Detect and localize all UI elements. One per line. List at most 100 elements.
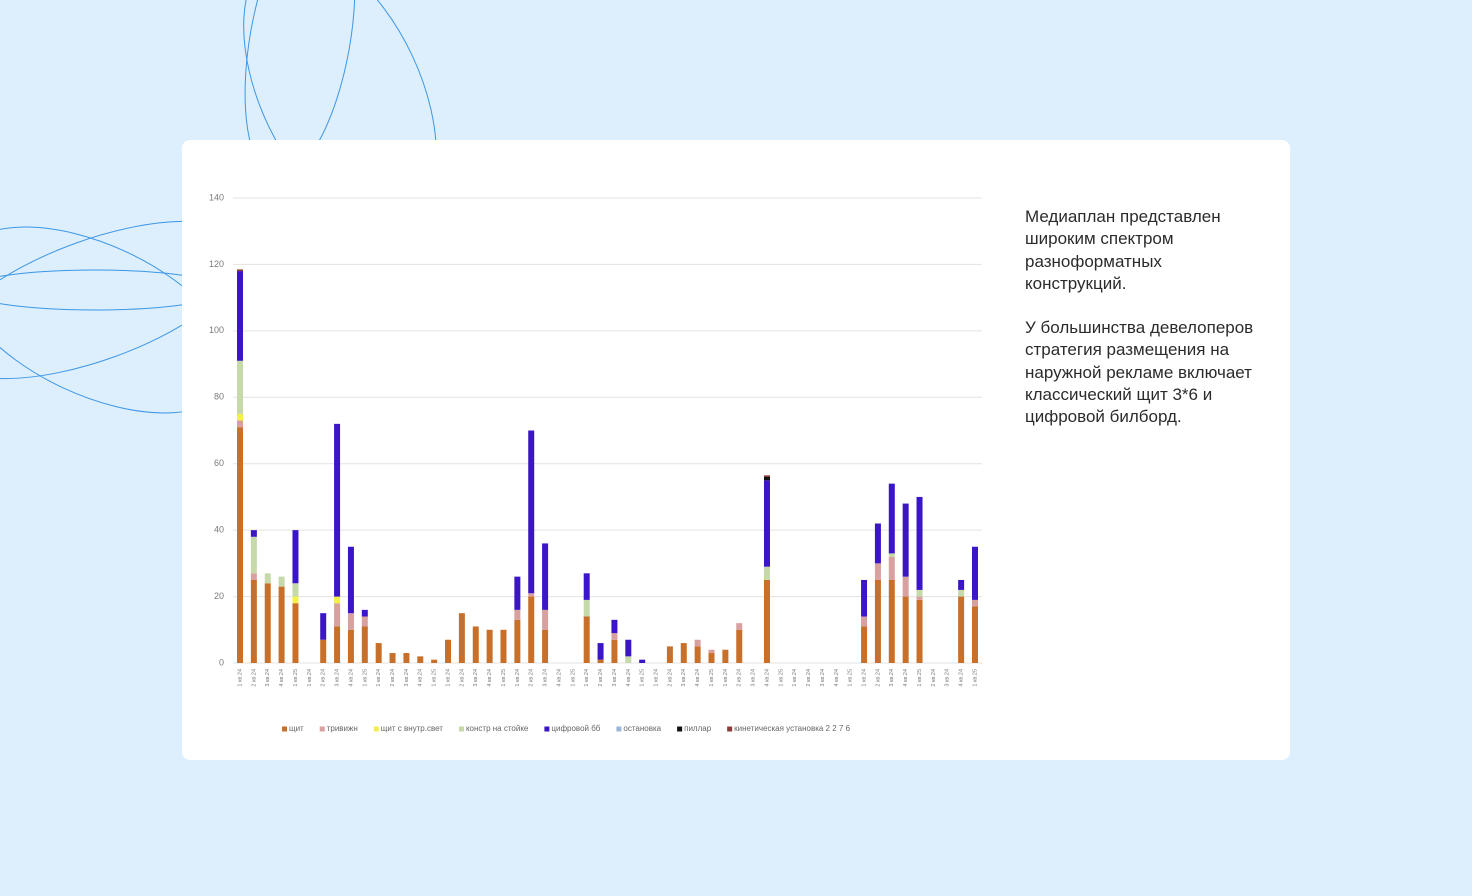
bar-segment: [445, 639, 452, 663]
bar-segment: [472, 626, 479, 663]
x-tick-label: 1 кв.25: [972, 669, 978, 687]
legend-label: пиллар: [684, 724, 712, 733]
x-tick-label: 4 кв.24: [626, 669, 632, 687]
y-tick-label: 60: [214, 458, 224, 468]
bar-segment: [708, 649, 715, 654]
x-tick-label: 3 кв.24: [612, 669, 618, 687]
x-tick-label: 2 кв.24: [390, 669, 396, 687]
bar-segment: [611, 639, 618, 663]
legend-label: щит: [289, 724, 304, 733]
x-tick-label: 1 кв.25: [709, 669, 715, 687]
bar-segment: [542, 543, 549, 610]
y-tick-label: 100: [209, 325, 224, 335]
x-tick-label: 4 кв.24: [279, 669, 285, 687]
bar-segment: [431, 659, 438, 663]
x-tick-label: 2 кв.24: [667, 669, 673, 687]
bar-segment: [694, 639, 701, 647]
bar-segment: [514, 576, 521, 610]
y-tick-label: 40: [214, 525, 224, 535]
x-tick-label: 4 кв.24: [959, 669, 965, 687]
bar-segment: [403, 653, 410, 663]
bar-segment: [736, 623, 743, 630]
bar-segment: [237, 360, 243, 414]
bar-segment: [874, 523, 881, 564]
bar-segment: [625, 639, 632, 657]
legend-swatch: [319, 726, 325, 732]
bar-segment: [916, 599, 923, 663]
legend-label: остановка: [623, 724, 661, 733]
bar-segment: [972, 606, 978, 663]
x-tick-label: 1 кв.24: [445, 669, 451, 687]
bar-segment: [611, 633, 618, 640]
x-tick-label: 3 кв.24: [404, 669, 410, 687]
card: 0 20 40 60 80 100 120 140 1 кв.24 2 кв.24 3 кв.24 4…: [182, 140, 1290, 760]
bar-segment: [597, 643, 604, 660]
x-tick-label: 4 кв.24: [834, 669, 840, 687]
bar-segment: [264, 583, 271, 663]
bar-segment: [237, 413, 243, 421]
bar-segment: [763, 475, 770, 477]
bar-segment: [250, 536, 257, 574]
x-tick-label: 1 кв.25: [917, 669, 923, 687]
bar-segment: [292, 530, 299, 584]
x-tick-label: 1 кв.25: [501, 669, 507, 687]
x-tick-label: 2 кв.24: [251, 669, 257, 687]
bar-segment: [514, 609, 521, 620]
bar-segment: [237, 271, 243, 361]
bar-segment: [722, 649, 729, 663]
bar-segment: [347, 546, 354, 614]
bar-segment: [874, 563, 881, 580]
x-tick-label: 1 кв.25: [362, 669, 368, 687]
bar-segment: [292, 596, 299, 604]
y-tick-label: 80: [214, 392, 224, 402]
bar-segment: [625, 656, 632, 663]
bar-segment: [958, 589, 965, 597]
x-tick-label: 3 кв.24: [265, 669, 271, 687]
bar-segment: [888, 483, 895, 554]
legend-swatch: [616, 726, 622, 732]
x-tick-label: 1 кв.24: [792, 669, 798, 687]
bar-segment: [888, 556, 895, 580]
bar-segment: [542, 609, 549, 630]
bar-segment: [320, 613, 327, 640]
x-tick-label: 3 кв.24: [751, 669, 757, 687]
x-tick-label: 2 кв.24: [806, 669, 812, 687]
x-tick-label: 2 кв.24: [737, 669, 743, 687]
bar-segment: [250, 579, 257, 663]
bar-segment: [334, 423, 341, 597]
x-tick-label: 4 кв.24: [764, 669, 770, 687]
bar-segment: [292, 583, 299, 597]
bar-segment: [389, 653, 396, 663]
x-tick-label: 4 кв.24: [418, 669, 424, 687]
legend-swatch: [544, 726, 550, 732]
x-tick-label: 4 кв.24: [556, 669, 562, 687]
x-tick-label: 1 кв.25: [848, 669, 854, 687]
bar-segment: [916, 496, 923, 590]
x-tick-label: 1 кв.24: [862, 669, 868, 687]
x-tick-label: 4 кв.24: [903, 669, 909, 687]
bar-segment: [361, 609, 368, 617]
bar-segment: [902, 596, 909, 663]
legend-label: тривижн: [327, 724, 358, 733]
bar-segment: [237, 420, 243, 428]
bar-segment: [375, 643, 382, 663]
y-tick-label: 20: [214, 591, 224, 601]
bar-segment: [874, 579, 881, 663]
bar-segment: [958, 579, 965, 590]
bar-segment: [902, 503, 909, 577]
x-tick-label: 2 кв.24: [875, 669, 881, 687]
x-tick-label: 2 кв.24: [931, 669, 937, 687]
x-tick-label: 3 кв.24: [820, 669, 826, 687]
legend-label: цифровой бб: [551, 724, 600, 733]
x-tick-label: 3 кв.24: [335, 669, 341, 687]
bar-segment: [361, 616, 368, 627]
legend-swatch: [677, 726, 683, 732]
bar-segment: [264, 573, 271, 584]
bar-segment: [320, 639, 327, 663]
bar-segment: [528, 430, 535, 594]
bar-segment: [528, 593, 535, 597]
x-tick-label: 1 кв.24: [307, 669, 313, 687]
bar-segment: [250, 573, 257, 580]
bar-segment: [278, 576, 285, 587]
bar-segment: [611, 619, 618, 634]
